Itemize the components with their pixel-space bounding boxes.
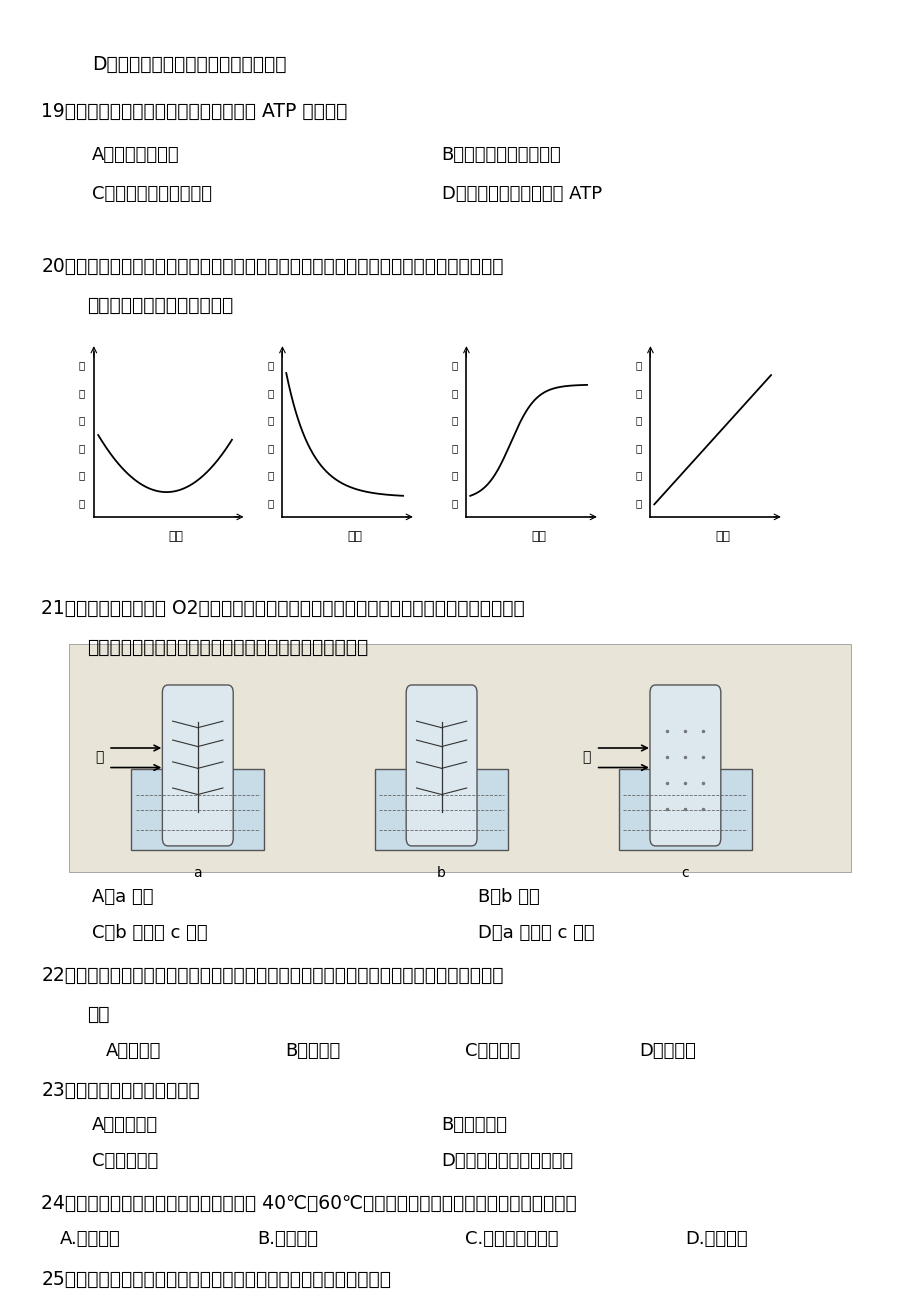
Text: 糖: 糖: [78, 388, 85, 398]
Text: 24．某加酶洗衣粉的使用说明书上注明用 40℃～60℃的温水浸泡去污效果更佳，这说明酶的催化: 24．某加酶洗衣粉的使用说明书上注明用 40℃～60℃的温水浸泡去污效果更佳，这…: [41, 1194, 576, 1213]
Text: 时间: 时间: [715, 530, 730, 543]
Text: B．提供能量: B．提供能量: [441, 1116, 507, 1134]
Text: 蔗: 蔗: [634, 361, 641, 370]
Text: 浓: 浓: [634, 470, 641, 480]
Text: C．前两步少，后一步多: C．前两步少，后一步多: [92, 185, 211, 203]
Bar: [618, 769, 752, 850]
Text: B．细胞核: B．细胞核: [285, 1042, 340, 1060]
Text: C．提供场所: C．提供场所: [92, 1152, 158, 1170]
Text: 糖: 糖: [450, 388, 457, 398]
Text: A: A: [174, 354, 185, 372]
Text: 糖: 糖: [267, 388, 273, 398]
Text: B．第一步多，后两步少: B．第一步多，后两步少: [441, 146, 561, 164]
Text: 度: 度: [450, 499, 457, 508]
Text: 液: 液: [78, 443, 85, 453]
Text: A．三步基本相同: A．三步基本相同: [92, 146, 179, 164]
Text: 时间: 时间: [531, 530, 546, 543]
Text: 蔗: 蔗: [267, 361, 273, 370]
Text: 度: 度: [267, 499, 273, 508]
Text: 溶: 溶: [267, 415, 273, 426]
Text: D．只有第三步才能形成 ATP: D．只有第三步才能形成 ATP: [441, 185, 601, 203]
Text: 结构: 结构: [87, 1005, 109, 1025]
Text: D．降低反应所需的活化能: D．降低反应所需的活化能: [441, 1152, 573, 1170]
Text: A．a 试管: A．a 试管: [92, 888, 153, 906]
Text: 19．有氧呼吸的全过程可分为三步，形成 ATP 的数量是: 19．有氧呼吸的全过程可分为三步，形成 ATP 的数量是: [41, 102, 347, 121]
FancyBboxPatch shape: [406, 685, 477, 846]
Text: 溶: 溶: [78, 415, 85, 426]
Text: 蔗: 蔗: [78, 361, 85, 370]
Text: 21．光合作用能否放出 O2，可通过观察倒置的装满水的试管中有无气泡产生来验证。在下列: 21．光合作用能否放出 O2，可通过观察倒置的装满水的试管中有无气泡产生来验证。…: [41, 599, 525, 618]
Text: 三个倒置的装置中，最适于用宋完成验证实验的装置是：: 三个倒置的装置中，最适于用宋完成验证实验的装置是：: [87, 638, 369, 658]
Text: A．核糖体: A．核糖体: [106, 1042, 161, 1060]
Bar: [69, 644, 850, 872]
Text: 光: 光: [95, 750, 103, 764]
Text: 浓: 浓: [450, 470, 457, 480]
Text: D．细胞膜: D．细胞膜: [639, 1042, 696, 1060]
Text: 时间: 时间: [347, 530, 362, 543]
Text: 浓度与时间的关系，正确的是: 浓度与时间的关系，正确的是: [87, 296, 233, 315]
Text: B．b 试管: B．b 试管: [478, 888, 539, 906]
Text: 液: 液: [450, 443, 457, 453]
Text: C．b 试管和 c 试管: C．b 试管和 c 试管: [92, 924, 208, 943]
Text: c: c: [681, 866, 688, 880]
Text: 25．生物体内既能贮存能量，又能为生命活动直接提供能量的物质是: 25．生物体内既能贮存能量，又能为生命活动直接提供能量的物质是: [41, 1269, 391, 1289]
Text: 溶: 溶: [450, 415, 457, 426]
Text: C．线粒体: C．线粒体: [464, 1042, 519, 1060]
Text: D．加热使原生质层失去了选择透过性: D．加热使原生质层失去了选择透过性: [92, 55, 286, 74]
Text: 22．某种毒素因妨碍细胞的呼吸而影响有机体的生活，这种毒素最可能是作用于细胞的哪个: 22．某种毒素因妨碍细胞的呼吸而影响有机体的生活，这种毒素最可能是作用于细胞的哪…: [41, 966, 504, 986]
Text: A.有高效性: A.有高效性: [60, 1230, 120, 1249]
Text: 光: 光: [582, 750, 591, 764]
Text: A．提供物质: A．提供物质: [92, 1116, 158, 1134]
Text: D.有多样性: D.有多样性: [685, 1230, 747, 1249]
Text: C.需要适宜的条件: C.需要适宜的条件: [464, 1230, 558, 1249]
Text: 液: 液: [634, 443, 641, 453]
Bar: [375, 769, 508, 850]
Text: 度: 度: [634, 499, 641, 508]
Text: 度: 度: [78, 499, 85, 508]
Text: 浓: 浓: [267, 470, 273, 480]
Text: b: b: [437, 866, 446, 880]
Text: 浓: 浓: [78, 470, 85, 480]
Text: 溶: 溶: [634, 415, 641, 426]
FancyBboxPatch shape: [649, 685, 720, 846]
Bar: [131, 769, 265, 850]
Text: 糖: 糖: [634, 388, 641, 398]
Text: 液: 液: [267, 443, 273, 453]
Text: B.有特异性: B.有特异性: [257, 1230, 318, 1249]
Text: C: C: [536, 354, 547, 372]
Text: D．a 试管和 c 试管: D．a 试管和 c 试管: [478, 924, 595, 943]
Text: B: B: [352, 354, 363, 372]
Text: 20．将盛有一定浓度蔗糖溶液的透析袋口扎紧后浸于蒸馏水中，下图表示透析袋中蔗糖溶液: 20．将盛有一定浓度蔗糖溶液的透析袋口扎紧后浸于蒸馏水中，下图表示透析袋中蔗糖溶…: [41, 256, 504, 276]
FancyBboxPatch shape: [162, 685, 233, 846]
Text: 时间: 时间: [168, 530, 183, 543]
Text: a: a: [193, 866, 202, 880]
Text: D: D: [720, 354, 732, 372]
Text: 23．酶在细胞代谢中的作用是: 23．酶在细胞代谢中的作用是: [41, 1081, 200, 1100]
Text: 蔗: 蔗: [450, 361, 457, 370]
